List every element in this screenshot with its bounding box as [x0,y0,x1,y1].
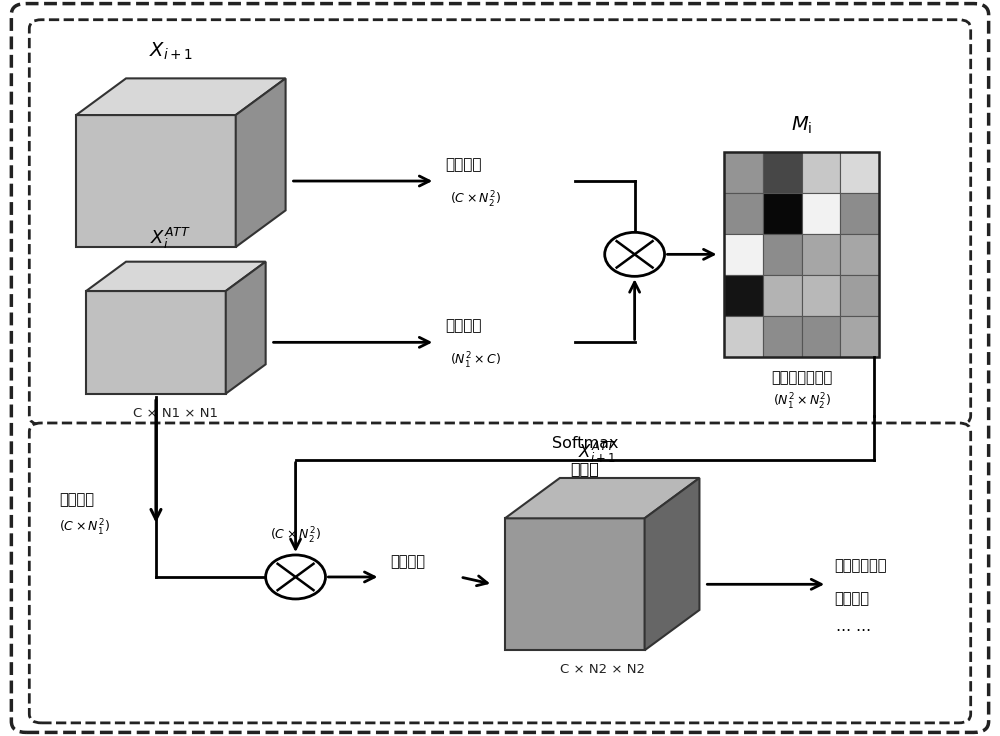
Text: $(N_1^2\times N_2^2)$: $(N_1^2\times N_2^2)$ [773,392,831,412]
Bar [724,316,763,357]
Bar [763,234,802,275]
Text: Softmax: Softmax [552,436,618,451]
Polygon shape [236,78,286,247]
Text: $X_{i+1}^{ATT}$: $X_{i+1}^{ATT}$ [578,439,616,465]
Bar [802,234,840,275]
Circle shape [266,555,325,599]
Circle shape [605,233,665,276]
Bar [840,152,879,193]
Text: $M_\mathrm{i}$: $M_\mathrm{i}$ [791,114,812,135]
Text: 注意力关系矩阵: 注意力关系矩阵 [771,370,832,385]
Bar [724,275,763,316]
Text: C × N2 × N2: C × N2 × N2 [560,663,645,676]
Text: $(C\times N_2^2)$: $(C\times N_2^2)$ [270,526,321,546]
Polygon shape [226,262,266,394]
Text: $X_i^{ATT}$: $X_i^{ATT}$ [150,225,192,251]
Polygon shape [76,78,286,115]
Polygon shape [505,518,645,651]
FancyBboxPatch shape [29,423,971,723]
Text: C × N2 × N2: C × N2 × N2 [138,261,223,273]
Text: C × N1 × N1: C × N1 × N1 [133,407,218,420]
Polygon shape [505,478,699,518]
Bar [840,193,879,234]
Bar [763,152,802,193]
Polygon shape [86,262,266,291]
Text: $X_{i+1}$: $X_{i+1}$ [149,41,193,63]
FancyBboxPatch shape [11,4,989,732]
Bar [802,152,840,193]
Text: $(C\times N_2^2)$: $(C\times N_2^2)$ [450,190,501,210]
Text: 维度重塑: 维度重塑 [445,158,482,172]
Text: 加权计算: 加权计算 [834,592,869,606]
Bar [763,316,802,357]
FancyBboxPatch shape [29,20,971,425]
Bar [724,152,879,357]
Text: 维度重塑: 维度重塑 [445,319,482,333]
Polygon shape [645,478,699,651]
Polygon shape [76,115,236,247]
Bar [840,316,879,357]
Bar [802,316,840,357]
Polygon shape [86,291,226,394]
Text: $(C\times N_1^2)$: $(C\times N_1^2)$ [59,518,110,539]
Text: 维度重塑: 维度重塑 [390,555,425,570]
Bar [724,152,763,193]
Bar [802,193,840,234]
Text: … …: … … [836,620,872,634]
Bar [840,234,879,275]
Bar [802,275,840,316]
Text: 归一化: 归一化 [570,461,599,476]
Text: 下一次注意力: 下一次注意力 [834,559,887,573]
Bar [763,275,802,316]
Bar [763,193,802,234]
Bar [840,275,879,316]
Bar [724,234,763,275]
Text: 维度重塑: 维度重塑 [59,492,94,507]
Bar [724,193,763,234]
Text: $(N_1^2\times C)$: $(N_1^2\times C)$ [450,351,501,371]
